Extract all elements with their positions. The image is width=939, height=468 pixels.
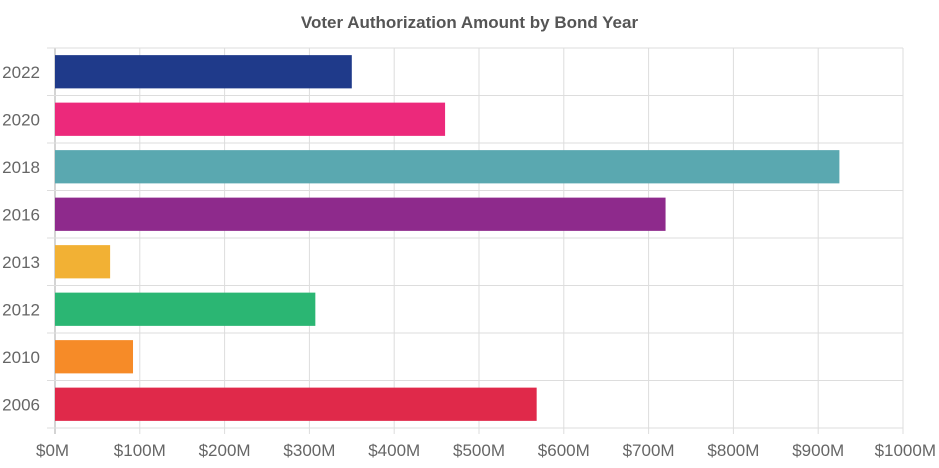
bar-2020[interactable]: [55, 102, 446, 136]
y-tick-label-2022: 2022: [2, 63, 40, 82]
x-tick-label: $400M: [368, 441, 420, 460]
y-tick-label-2010: 2010: [2, 348, 40, 367]
x-tick-label: $200M: [199, 441, 251, 460]
x-tick-label: $300M: [283, 441, 335, 460]
y-tick-label-2013: 2013: [2, 253, 40, 272]
x-tick-label: $900M: [792, 441, 844, 460]
x-tick-label: $1000M: [875, 441, 936, 460]
bar-2010[interactable]: [55, 340, 134, 374]
x-tick-label: $800M: [707, 441, 759, 460]
y-tick-label-2018: 2018: [2, 158, 40, 177]
x-tick-label: $700M: [623, 441, 675, 460]
bar-2006[interactable]: [55, 387, 537, 421]
x-tick-label: $100M: [114, 441, 166, 460]
x-tick-label: $500M: [453, 441, 505, 460]
y-axis-labels: 2022 2020 2018 2016 2013 2012 2010 2006: [2, 63, 40, 415]
grid-lines: [47, 47, 904, 434]
y-tick-label-2012: 2012: [2, 300, 40, 319]
y-tick-label-2006: 2006: [2, 395, 40, 414]
bar-2018[interactable]: [55, 150, 840, 184]
chart-title: Voter Authorization Amount by Bond Year: [301, 13, 639, 32]
x-tick-label: $600M: [538, 441, 590, 460]
bar-2013[interactable]: [55, 245, 111, 279]
y-tick-label-2016: 2016: [2, 205, 40, 224]
bars: [55, 55, 840, 421]
y-tick-label-2020: 2020: [2, 110, 40, 129]
bar-2016[interactable]: [55, 197, 666, 231]
bar-2022[interactable]: [55, 55, 352, 89]
x-tick-label: $0M: [36, 441, 69, 460]
bar-2012[interactable]: [55, 292, 316, 326]
x-axis-labels: $0M $100M $200M $300M $400M $500M $600M $700M $8…: [36, 441, 936, 460]
